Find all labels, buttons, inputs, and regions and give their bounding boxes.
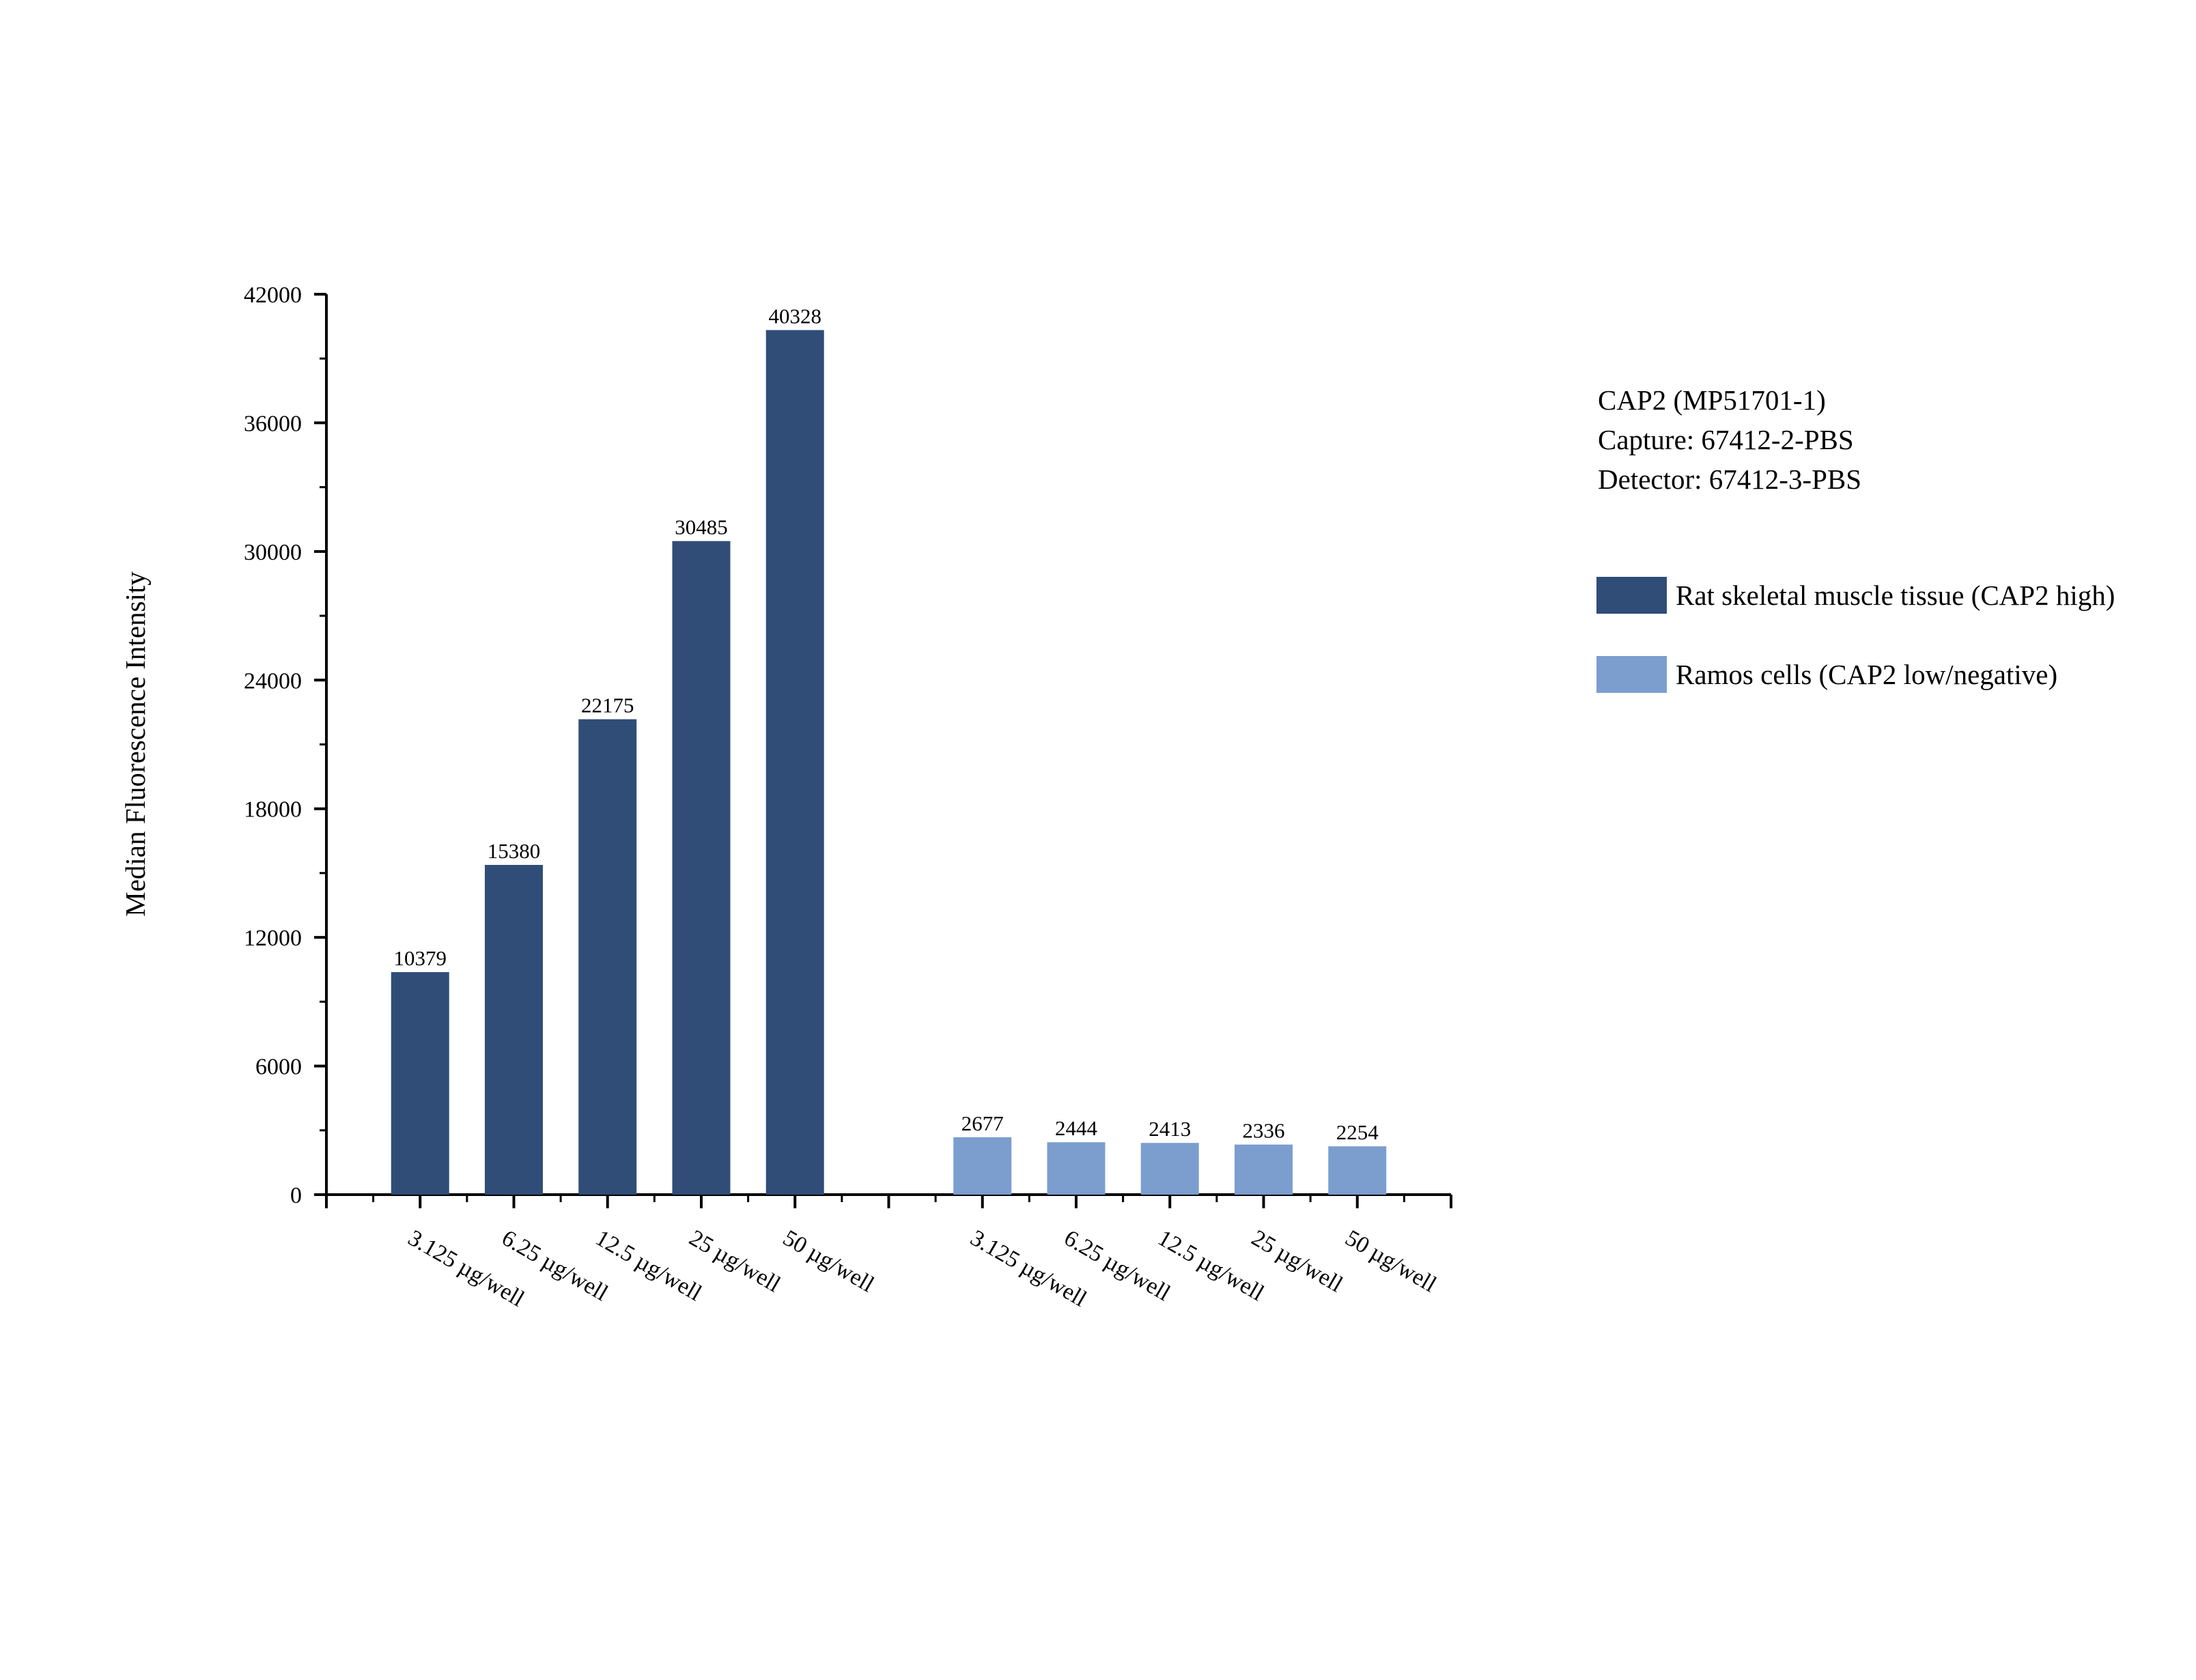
legend-swatch (1596, 577, 1667, 614)
y-tick-label: 30000 (244, 540, 302, 565)
bar (765, 330, 824, 1195)
annotation: CAP2 (MP51701-1) (1598, 384, 1826, 416)
y-tick-label: 24000 (244, 668, 302, 694)
x-tick-label: 50 µg/well (1341, 1225, 1441, 1298)
bar (391, 972, 449, 1195)
legend-label: Ramos cells (CAP2 low/negative) (1676, 659, 2057, 690)
value-label: 10379 (394, 946, 447, 970)
value-label: 22175 (581, 694, 634, 717)
y-tick-label: 36000 (244, 411, 302, 436)
bar (485, 864, 543, 1195)
bar (578, 719, 637, 1195)
y-tick-label: 18000 (244, 797, 302, 823)
bar (672, 541, 731, 1195)
y-axis-label: Median Fluorescence Intensity (119, 571, 151, 917)
y-tick-label: 12000 (244, 926, 302, 951)
value-label: 2254 (1336, 1120, 1379, 1144)
annotation: Capture: 67412-2-PBS (1598, 424, 1854, 455)
value-label: 2444 (1055, 1116, 1098, 1140)
value-label: 40328 (769, 304, 822, 328)
x-tick-label: 12.5 µg/well (1153, 1225, 1268, 1306)
annotation: Detector: 67412-3-PBS (1598, 464, 1861, 495)
value-label: 2413 (1149, 1117, 1191, 1141)
value-label: 2336 (1243, 1119, 1285, 1143)
bar (1047, 1142, 1106, 1195)
x-tick-label: 12.5 µg/well (591, 1225, 706, 1306)
value-label: 15380 (488, 839, 541, 863)
y-tick-label: 6000 (255, 1055, 302, 1080)
value-label: 30485 (675, 515, 728, 539)
y-tick-label: 0 (290, 1183, 302, 1208)
legend-label: Rat skeletal muscle tissue (CAP2 high) (1676, 580, 2115, 611)
bar (1235, 1144, 1293, 1195)
bar (1140, 1143, 1199, 1195)
y-tick-label: 42000 (244, 283, 302, 308)
legend-swatch (1596, 656, 1667, 693)
bar (1328, 1146, 1387, 1195)
value-label: 2677 (961, 1111, 1004, 1135)
bar (953, 1137, 1012, 1195)
x-tick-label: 50 µg/well (778, 1225, 878, 1298)
